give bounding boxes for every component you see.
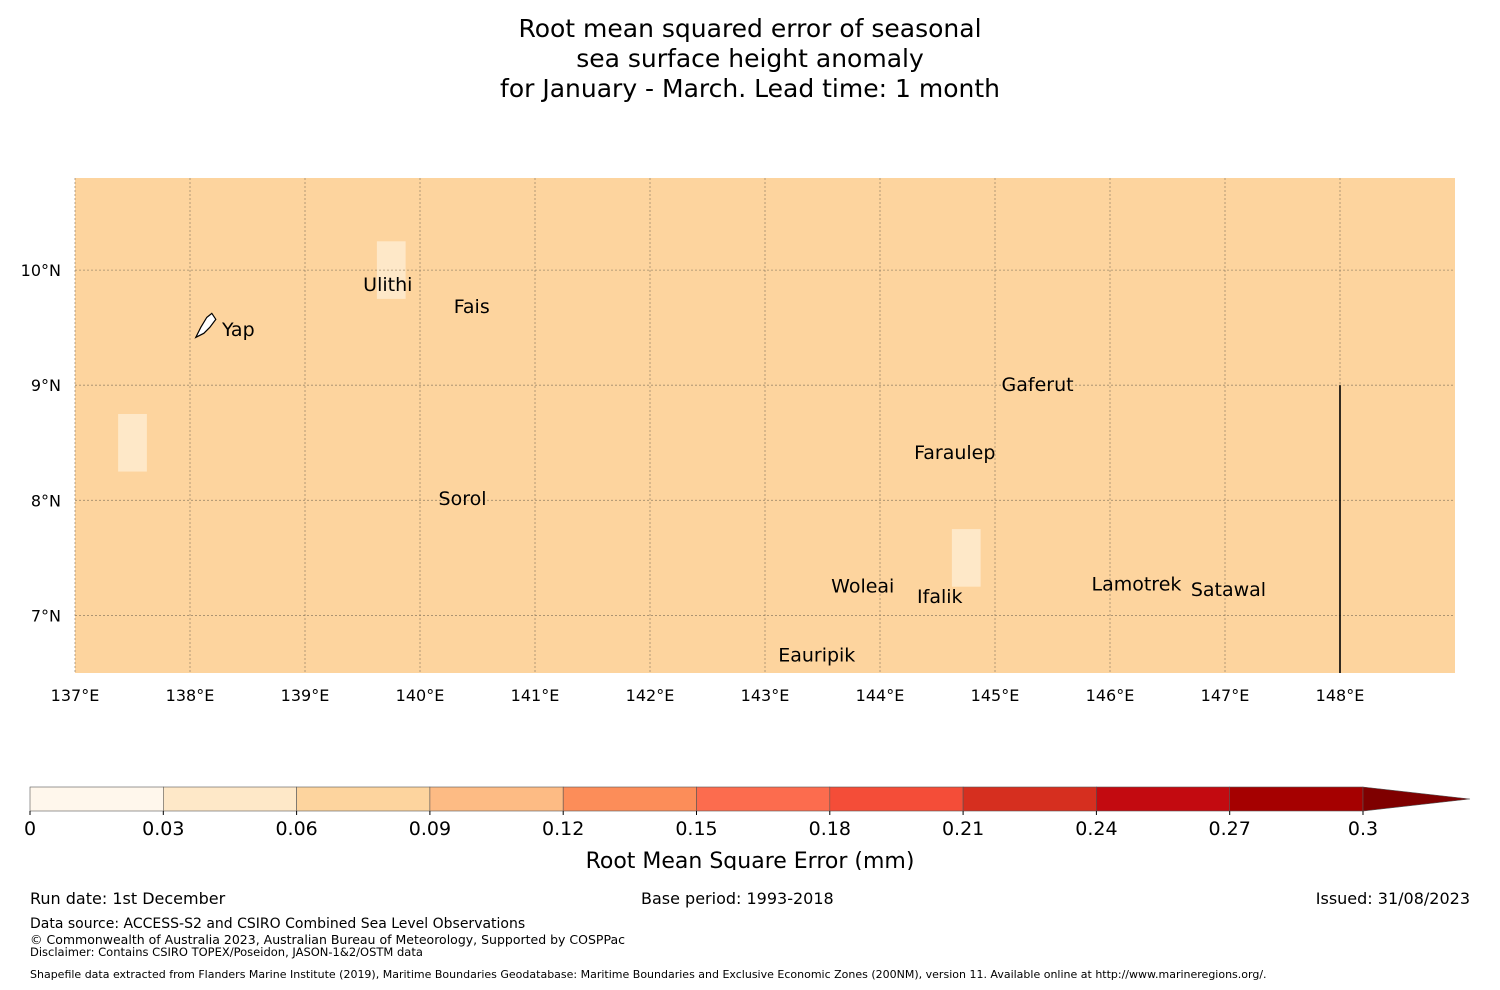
rmse-cell [1095, 442, 1182, 472]
colorbar-swatch [829, 786, 964, 812]
colorbar-swatch [29, 786, 164, 812]
rmse-cell [118, 413, 147, 472]
place-label: Yap [221, 319, 255, 341]
lon-tick-label: 148°E [1316, 686, 1365, 705]
title-line-1: Root mean squared error of seasonal [518, 14, 982, 43]
lon-tick-label: 138°E [166, 686, 215, 705]
lat-tick-label: 10°N [21, 261, 61, 280]
colorbar-swatch [562, 786, 697, 812]
colorbar-tick-label: 0.27 [1209, 818, 1251, 840]
issued-date: Issued: 31/08/2023 [1315, 889, 1470, 908]
place-label: Satawal [1191, 579, 1266, 601]
place-label: Fais [454, 296, 490, 318]
colorbar-swatch [163, 786, 297, 812]
colorbar-label: Root Mean Square Error (mm) [586, 849, 915, 870]
colorbar: 0 0.03 0.06 0.09 0.12 0.15 0.18 0.21 0.24 0.27 0.3… [24, 786, 1471, 870]
lon-tick-label: 145°E [971, 686, 1020, 705]
disclaimer: Disclaimer: Contains CSIRO TOPEX/Poseido… [30, 945, 423, 959]
base-period: Base period: 1993-2018 [641, 889, 834, 908]
lon-tick-label: 137°E [51, 686, 100, 705]
rmse-cell [1009, 356, 1240, 386]
place-label: Sorol [439, 488, 487, 510]
lon-tick-label: 142°E [626, 686, 675, 705]
lon-tick-label: 144°E [856, 686, 905, 705]
yap-island-shape [194, 312, 217, 339]
colorbar-tick-label: 0.21 [942, 818, 984, 840]
run-date: Run date: 1st December [30, 889, 226, 908]
place-label: Woleai [831, 576, 894, 598]
lon-tick-label: 146°E [1086, 686, 1135, 705]
place-label: Faraulep [914, 442, 995, 464]
map-figure: 137°E 138°E 139°E 140°E 141°E 142°E 143°E 144°E… [21, 178, 1471, 870]
colorbar-swatch [296, 786, 431, 812]
rmse-cell [951, 529, 981, 587]
colorbar-swatch [696, 786, 831, 812]
colorbar-tick-label: 0 [24, 818, 36, 840]
colorbar-extend-arrow [1362, 786, 1471, 812]
colorbar-tick-label: 0.24 [1075, 818, 1117, 840]
rmse-cell [1066, 413, 1211, 443]
colorbar-tick-label: 0.18 [809, 818, 851, 840]
title-line-2: sea surface height anomaly [576, 44, 924, 73]
colorbar-swatch [429, 786, 564, 812]
lon-tick-label: 141°E [511, 686, 560, 705]
lat-tick-label: 7°N [31, 606, 61, 625]
place-label: Eauripik [778, 645, 855, 667]
lon-tick-label: 147°E [1201, 686, 1250, 705]
chart-title: Root mean squared error of seasonal sea … [0, 14, 1500, 104]
rmse-cell [1038, 385, 1240, 414]
colorbar-tick-label: 0.15 [675, 818, 717, 840]
place-label: Ifalik [917, 586, 963, 608]
rmse-cell [1095, 298, 1154, 328]
place-label: Gaferut [1002, 374, 1074, 396]
lon-tick-label: 140°E [396, 686, 445, 705]
colorbar-tick-label: 0.09 [409, 818, 451, 840]
place-label: Ulithi [363, 274, 412, 296]
colorbar-tick-label: 0.03 [142, 818, 184, 840]
lon-tick-label: 139°E [281, 686, 330, 705]
place-label: Lamotrek [1091, 573, 1181, 595]
lon-tick-label: 143°E [741, 686, 790, 705]
colorbar-swatch [1096, 786, 1231, 812]
data-source: Data source: ACCESS-S2 and CSIRO Combine… [30, 916, 526, 932]
shapefile-credit: Shapefile data extracted from Flanders M… [30, 968, 1267, 981]
title-line-3: for January - March. Lead time: 1 month [500, 74, 1000, 103]
colorbar-tick-label: 0.12 [542, 818, 584, 840]
colorbar-tick-label: 0.3 [1348, 818, 1378, 840]
lat-tick-label: 8°N [31, 491, 61, 510]
map-plot-area: 137°E 138°E 139°E 140°E 141°E 142°E 143°E 144°E… [21, 178, 1455, 705]
colorbar-swatch [962, 786, 1097, 812]
rmse-cell [520, 385, 694, 414]
rmse-cell [491, 413, 665, 443]
colorbar-tick-label: 0.06 [275, 818, 317, 840]
copyright-notice: © Commonwealth of Australia 2023, Austra… [30, 932, 625, 947]
lat-tick-label: 9°N [31, 376, 61, 395]
colorbar-swatch [1229, 786, 1364, 812]
